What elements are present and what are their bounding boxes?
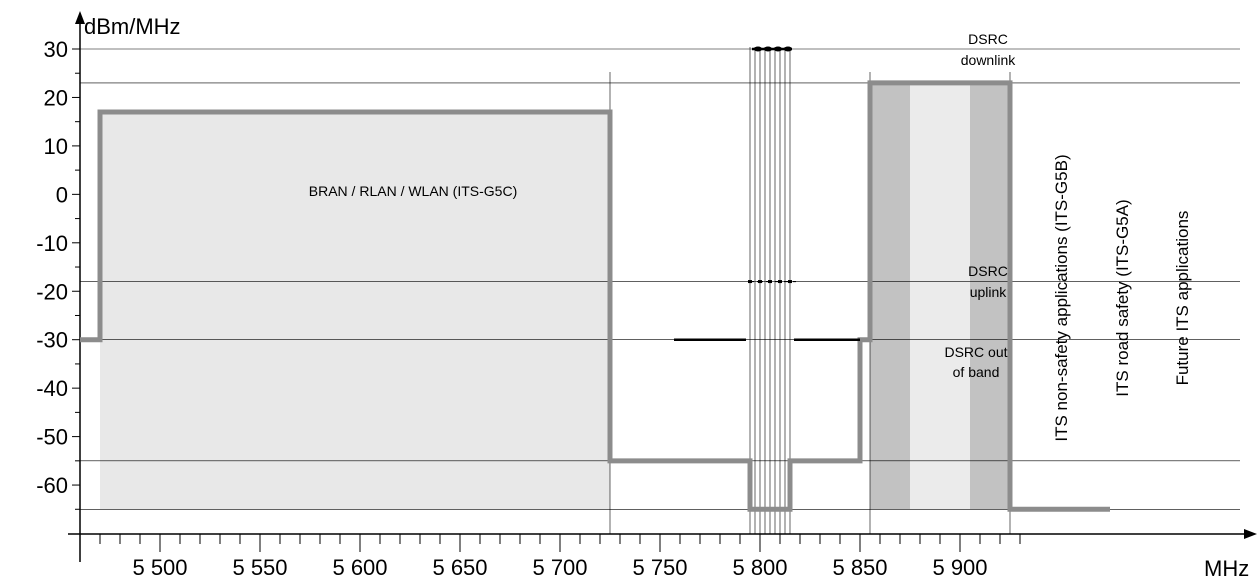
y-tick-label: -20 bbox=[36, 279, 68, 304]
y-axis-label: dBm/MHz bbox=[84, 14, 181, 39]
dsrc-oob-label-line2: of band bbox=[953, 364, 1000, 380]
dsrc-uplink-label-line2: uplink bbox=[970, 284, 1008, 300]
dsrc-downlink-label-line1: DSRC bbox=[968, 31, 1008, 47]
y-tick-label: -40 bbox=[36, 376, 68, 401]
dsrc-uplink-point bbox=[758, 280, 762, 284]
shaded-region-1 bbox=[870, 82, 910, 510]
shaded-region-2 bbox=[910, 82, 970, 510]
y-tick-label: 30 bbox=[44, 37, 68, 62]
y-tick-label: -60 bbox=[36, 473, 68, 498]
shaded-regions bbox=[100, 82, 1010, 510]
x-axis-arrow bbox=[1244, 529, 1257, 539]
x-tick-label: 5 750 bbox=[632, 555, 687, 580]
x-tick-label: 5 900 bbox=[932, 555, 987, 580]
dsrc-downlink-point bbox=[764, 46, 772, 52]
y-tick-label: -30 bbox=[36, 328, 68, 353]
wlan-label: BRAN / RLAN / WLAN (ITS-G5C) bbox=[309, 183, 517, 199]
y-axis-arrow bbox=[75, 11, 85, 24]
y-tick-label: -50 bbox=[36, 425, 68, 450]
dsrc-downlink-point bbox=[784, 46, 792, 52]
x-tick-label: 5 550 bbox=[232, 555, 287, 580]
shaded-region-3 bbox=[970, 82, 1010, 510]
dsrc-marks bbox=[674, 46, 860, 341]
dsrc-downlink-point bbox=[774, 46, 782, 52]
series-layer bbox=[80, 80, 1110, 512]
axes: 30 20 10 0 -10 -20 -30 -40 -50 -60 5 500 5 550 5 600… bbox=[36, 11, 1257, 580]
band-label-its-g5a: ITS road safety (ITS-G5A) bbox=[1113, 199, 1132, 396]
y-tick-label: 0 bbox=[56, 182, 68, 207]
dsrc-uplink-point bbox=[788, 280, 792, 284]
band-label-future-its: Future ITS applications bbox=[1173, 211, 1192, 386]
x-axis-label: MHz bbox=[1204, 556, 1249, 581]
y-tick-label: -10 bbox=[36, 231, 68, 256]
annotations: dBm/MHz MHz BRAN / RLAN / WLAN (ITS-G5C)… bbox=[84, 14, 1249, 581]
x-tick-label: 5 600 bbox=[332, 555, 387, 580]
y-tick-label: 10 bbox=[44, 134, 68, 159]
shaded-region-0 bbox=[100, 111, 610, 510]
dsrc-uplink-point bbox=[768, 280, 772, 284]
x-tick-label: 5 800 bbox=[732, 555, 787, 580]
dsrc-channel-lines bbox=[749, 47, 791, 534]
y-tick-label: 20 bbox=[44, 85, 68, 110]
band-label-its-g5b: ITS non-safety applications (ITS-G5B) bbox=[1052, 154, 1071, 441]
x-tick-label: 5 700 bbox=[532, 555, 587, 580]
dsrc-uplink-label-line1: DSRC bbox=[968, 263, 1008, 279]
x-tick-label: 5 500 bbox=[132, 555, 187, 580]
dsrc-downlink-label-line2: downlink bbox=[961, 52, 1016, 68]
mask-series-line-0 bbox=[80, 80, 1110, 512]
x-tick-label: 5 850 bbox=[832, 555, 887, 580]
dsrc-oob-label-line1: DSRC out bbox=[944, 344, 1007, 360]
dsrc-uplink-point bbox=[778, 280, 782, 284]
x-tick-label: 5 650 bbox=[432, 555, 487, 580]
dsrc-uplink-point bbox=[748, 280, 752, 284]
dsrc-downlink-point bbox=[754, 46, 762, 52]
